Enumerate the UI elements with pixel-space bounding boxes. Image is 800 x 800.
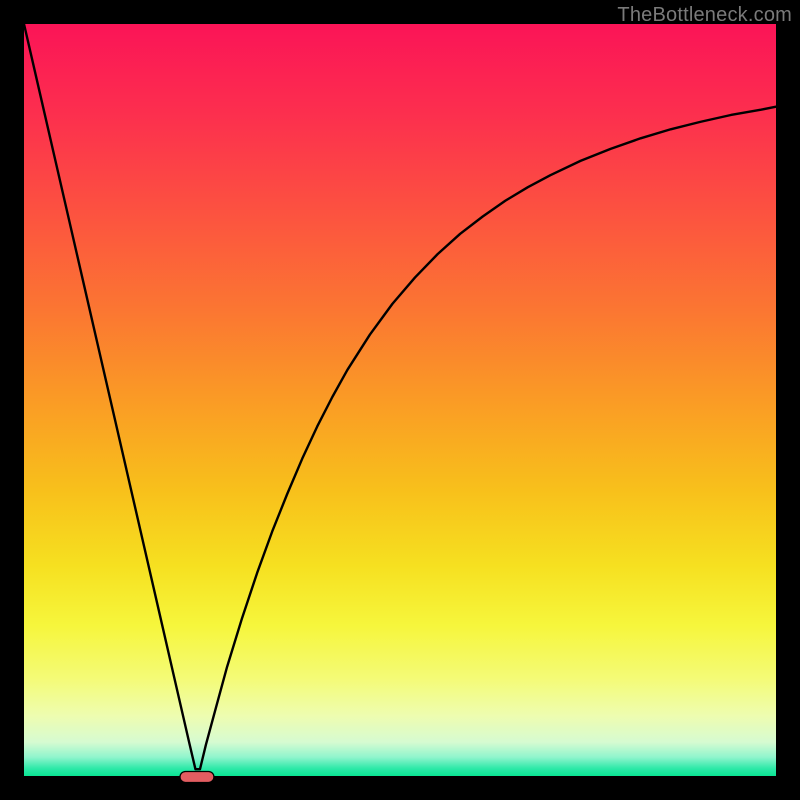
chart-background xyxy=(24,24,776,776)
watermark-text: TheBottleneck.com xyxy=(617,4,792,27)
bottleneck-curve-chart xyxy=(0,0,800,800)
minimum-marker xyxy=(180,771,214,782)
